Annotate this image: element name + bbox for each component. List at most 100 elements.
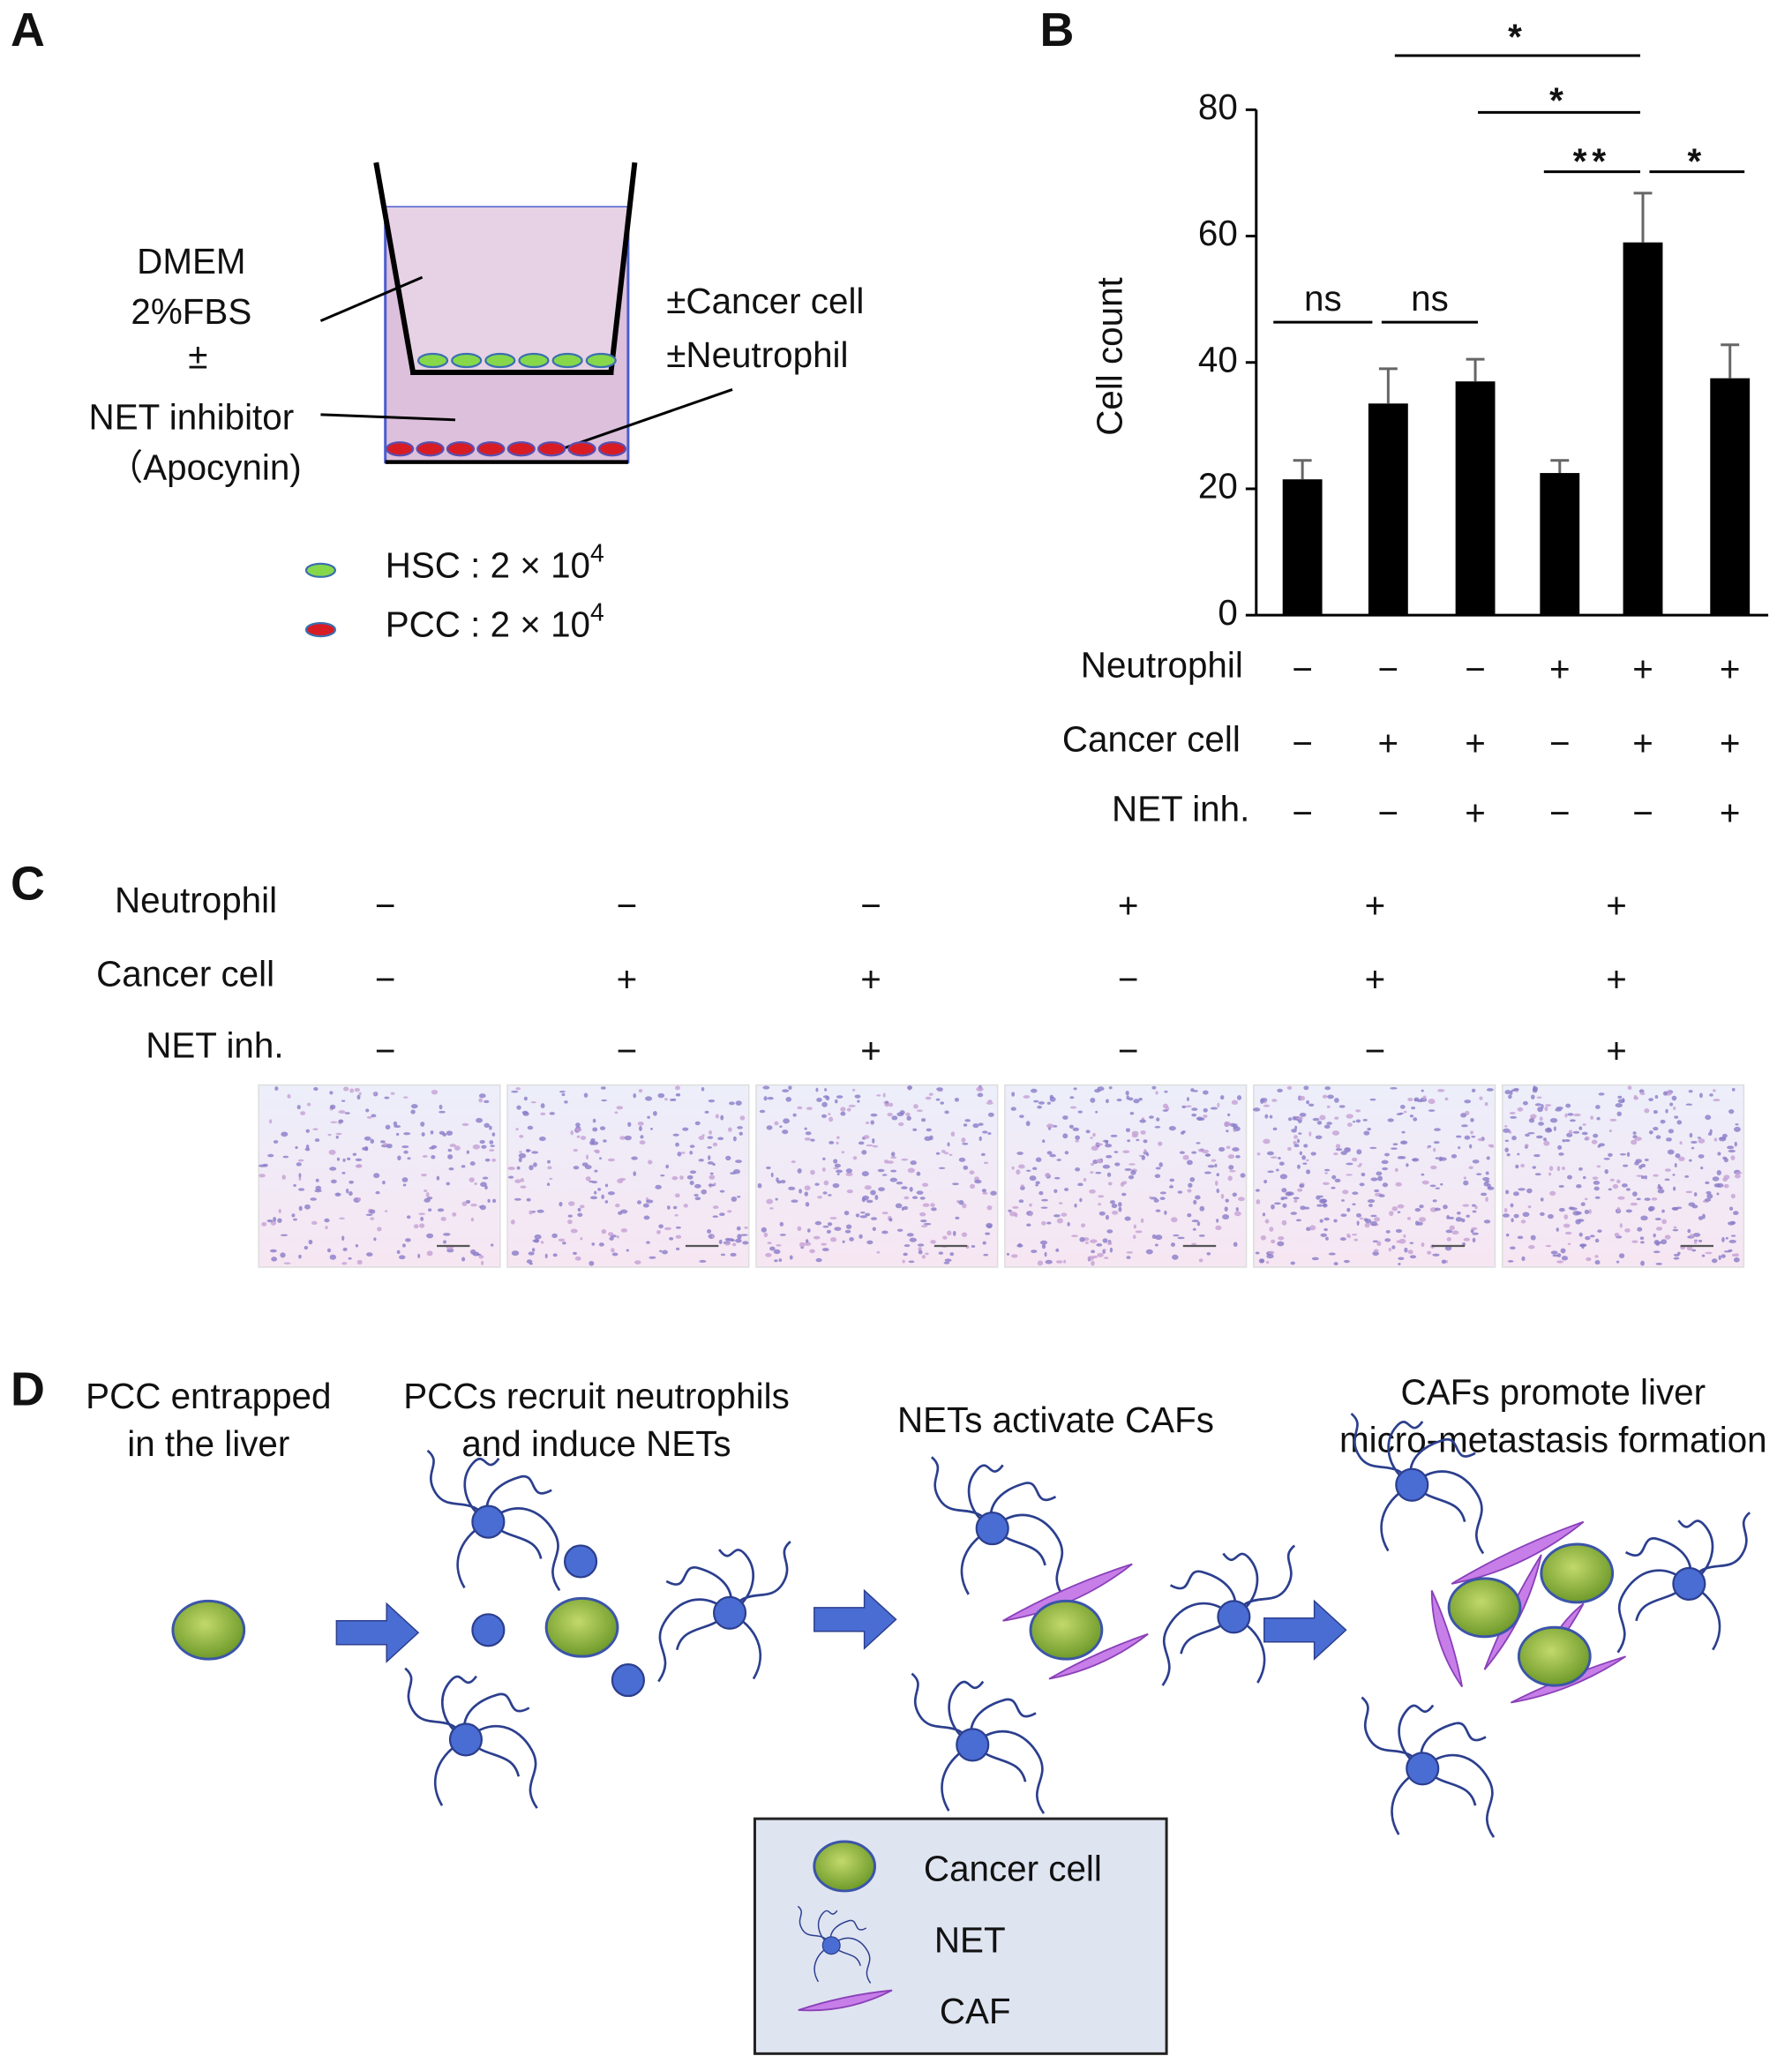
stained-cell (1675, 1153, 1681, 1159)
stained-cell (1728, 1221, 1736, 1226)
stained-cell (413, 1224, 419, 1229)
stained-cell (418, 1223, 425, 1228)
condition-symbol: − (1632, 792, 1653, 833)
caf (1048, 1632, 1149, 1680)
stained-cell (1446, 1237, 1451, 1242)
stained-cell (1561, 1256, 1569, 1261)
stained-cell (478, 1098, 484, 1103)
stained-cell (1588, 1209, 1592, 1214)
stained-cell (1635, 1159, 1642, 1164)
significance-label: * (1687, 140, 1706, 181)
stained-cell (918, 1247, 922, 1251)
net-strand (717, 1549, 754, 1606)
stained-cell (1634, 1137, 1642, 1141)
stained-cell (1153, 1198, 1159, 1203)
stained-cell (1548, 1129, 1552, 1132)
stained-cell (955, 1216, 960, 1219)
stained-cell (1472, 1210, 1477, 1213)
stained-cell (1299, 1151, 1302, 1156)
stained-cell (799, 1242, 806, 1248)
stained-cell (491, 1243, 494, 1247)
stained-cell (689, 1144, 695, 1148)
stained-cell (1182, 1154, 1189, 1160)
stained-cell (903, 1196, 910, 1200)
stained-cell (842, 1240, 845, 1243)
stained-cell (357, 1197, 362, 1202)
stained-cell (1550, 1250, 1558, 1255)
stained-cell (1303, 1144, 1308, 1148)
stained-cell (895, 1203, 903, 1209)
stained-cell (1072, 1127, 1080, 1131)
stained-cell (489, 1149, 495, 1152)
net-strand (829, 1919, 867, 1946)
stained-cell (1263, 1138, 1271, 1144)
stained-cell (1484, 1102, 1488, 1107)
stained-cell (674, 1085, 680, 1091)
pcc-cell (567, 441, 596, 457)
stained-cell (1563, 1214, 1569, 1219)
stained-cell (821, 1114, 827, 1118)
net-strand (948, 1680, 985, 1738)
stained-cell (516, 1105, 521, 1110)
stained-cell (1693, 1240, 1698, 1244)
step-title: PCC entrapped (86, 1376, 331, 1416)
stained-cell (1203, 1114, 1208, 1118)
stained-cell (1185, 1105, 1192, 1108)
stained-cell (1567, 1174, 1572, 1180)
stained-cell (1055, 1260, 1063, 1264)
stained-cell (1626, 1188, 1631, 1191)
stained-cell (1504, 1139, 1509, 1143)
stained-cell (976, 1086, 984, 1092)
panel-letter: C (11, 857, 45, 910)
stained-cell (1585, 1235, 1591, 1241)
net-strand (817, 1910, 838, 1942)
stained-cell (833, 1167, 839, 1170)
stained-cell (664, 1098, 668, 1101)
stained-cell (366, 1252, 373, 1257)
stained-cell (667, 1205, 671, 1210)
stained-cell (1721, 1254, 1726, 1258)
stained-cell (1511, 1136, 1517, 1141)
stained-cell (899, 1110, 905, 1115)
stained-cell (1390, 1086, 1398, 1090)
stained-cell (1266, 1254, 1274, 1259)
stained-cell (788, 1186, 796, 1190)
stained-cell (676, 1247, 680, 1250)
stained-cell (439, 1110, 446, 1114)
stained-cell (439, 1104, 443, 1110)
stained-cell (365, 1213, 373, 1216)
stained-cell (490, 1144, 495, 1148)
stained-cell (1102, 1238, 1108, 1243)
stained-cell (1343, 1259, 1350, 1264)
stained-cell (1689, 1132, 1693, 1138)
stained-cell (806, 1107, 813, 1111)
stained-cell (924, 1136, 932, 1141)
net-strand (1222, 1552, 1259, 1610)
stained-cell (617, 1178, 624, 1184)
stained-cell (986, 1224, 993, 1229)
stained-cell (1673, 1226, 1677, 1229)
stained-cell (648, 1159, 653, 1165)
stained-cell (724, 1242, 731, 1246)
stained-cell (551, 1233, 558, 1239)
stained-cell (810, 1169, 815, 1175)
stained-cell (1581, 1131, 1588, 1136)
stained-cell (1333, 1152, 1338, 1156)
stained-cell (559, 1091, 566, 1093)
stained-cell (1621, 1183, 1628, 1188)
stained-cell (1217, 1102, 1220, 1108)
stained-cell (1548, 1166, 1554, 1171)
medium-label: （Apocynin) (108, 446, 302, 487)
stained-cell (1730, 1234, 1736, 1237)
stained-cell (1260, 1258, 1265, 1264)
stained-cell (1240, 1173, 1246, 1178)
stained-cell (1416, 1099, 1423, 1103)
legend-label: CAF (940, 1991, 1011, 2031)
stained-cell (308, 1239, 313, 1245)
stained-cell (1341, 1199, 1345, 1202)
net-strand (989, 1482, 1057, 1529)
stained-cell (1334, 1178, 1341, 1182)
stained-cell (1569, 1119, 1576, 1122)
stained-cell (1483, 1182, 1489, 1187)
stained-cell (1369, 1146, 1377, 1150)
